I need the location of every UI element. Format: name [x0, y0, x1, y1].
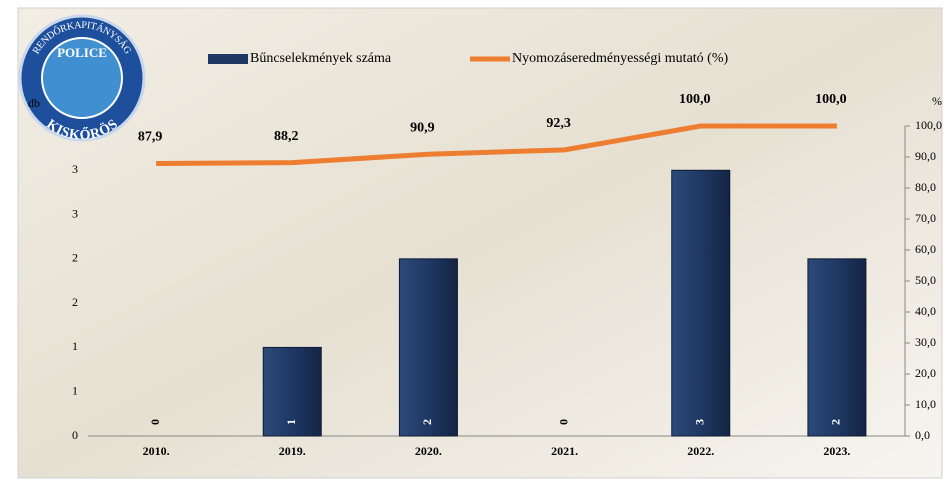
- y2-tick-label: 40,0: [915, 304, 936, 318]
- y2-tick-label: 20,0: [915, 366, 936, 380]
- x-tick-label: 2020.: [415, 444, 442, 458]
- y2-tick-label: 0,0: [915, 428, 930, 442]
- y2-tick-label: 10,0: [915, 397, 936, 411]
- logo-shield: [41, 37, 123, 119]
- y-axis-label: db: [28, 96, 40, 110]
- bar: [262, 346, 322, 437]
- line-value-label: 88,2: [274, 129, 299, 144]
- logo-middle: POLICE: [57, 45, 107, 60]
- bar-value-label: 0: [556, 419, 570, 425]
- plot-background: [17, 7, 943, 479]
- bar-value-label: 2: [420, 419, 434, 425]
- line-value-label: 90,9: [410, 120, 435, 135]
- legend-swatch: [208, 54, 248, 64]
- y-tick-label: 1: [72, 383, 78, 397]
- legend-label: Bűncselekmények száma: [250, 51, 392, 66]
- y2-tick-label: 80,0: [915, 180, 936, 194]
- x-tick-label: 2021.: [551, 444, 578, 458]
- line-value-label: 87,9: [138, 130, 163, 145]
- line-value-label: 100,0: [815, 92, 847, 107]
- x-tick-label: 2023.: [823, 444, 850, 458]
- y2-tick-label: 60,0: [915, 242, 936, 256]
- x-tick-label: 2010.: [143, 444, 170, 458]
- y2-tick-label: 100,0: [915, 118, 942, 132]
- bar: [671, 169, 731, 437]
- y-tick-label: 3: [72, 206, 78, 220]
- y2-tick-label: 30,0: [915, 335, 936, 349]
- y-tick-label: 0: [72, 428, 78, 442]
- legend-label: Nyomozáseredményességi mutató (%): [512, 51, 728, 66]
- line-value-label: 100,0: [679, 92, 711, 107]
- line-value-label: 92,3: [546, 116, 571, 131]
- y2-tick-label: 50,0: [915, 273, 936, 287]
- y2-axis-label: %: [932, 94, 942, 108]
- bar-value-label: 0: [148, 419, 162, 425]
- bar: [398, 258, 458, 437]
- logo: RENDŐRKAPITÁNYSÁG POLICE KISKŐRÖS: [18, 14, 146, 144]
- bar: [807, 258, 867, 437]
- y-tick-label: 3: [72, 162, 78, 176]
- line: [156, 123, 837, 167]
- bar-value-label: 2: [829, 419, 843, 425]
- bar-value-label: 3: [693, 419, 707, 425]
- y-tick-label: 2: [72, 295, 78, 309]
- y-tick-label: 2: [72, 251, 78, 265]
- y2-tick-label: 90,0: [915, 149, 936, 163]
- y2-tick-label: 70,0: [915, 211, 936, 225]
- bar-value-label: 1: [284, 419, 298, 425]
- x-tick-label: 2019.: [279, 444, 306, 458]
- x-tick-label: 2022.: [687, 444, 714, 458]
- y-tick-label: 1: [72, 339, 78, 353]
